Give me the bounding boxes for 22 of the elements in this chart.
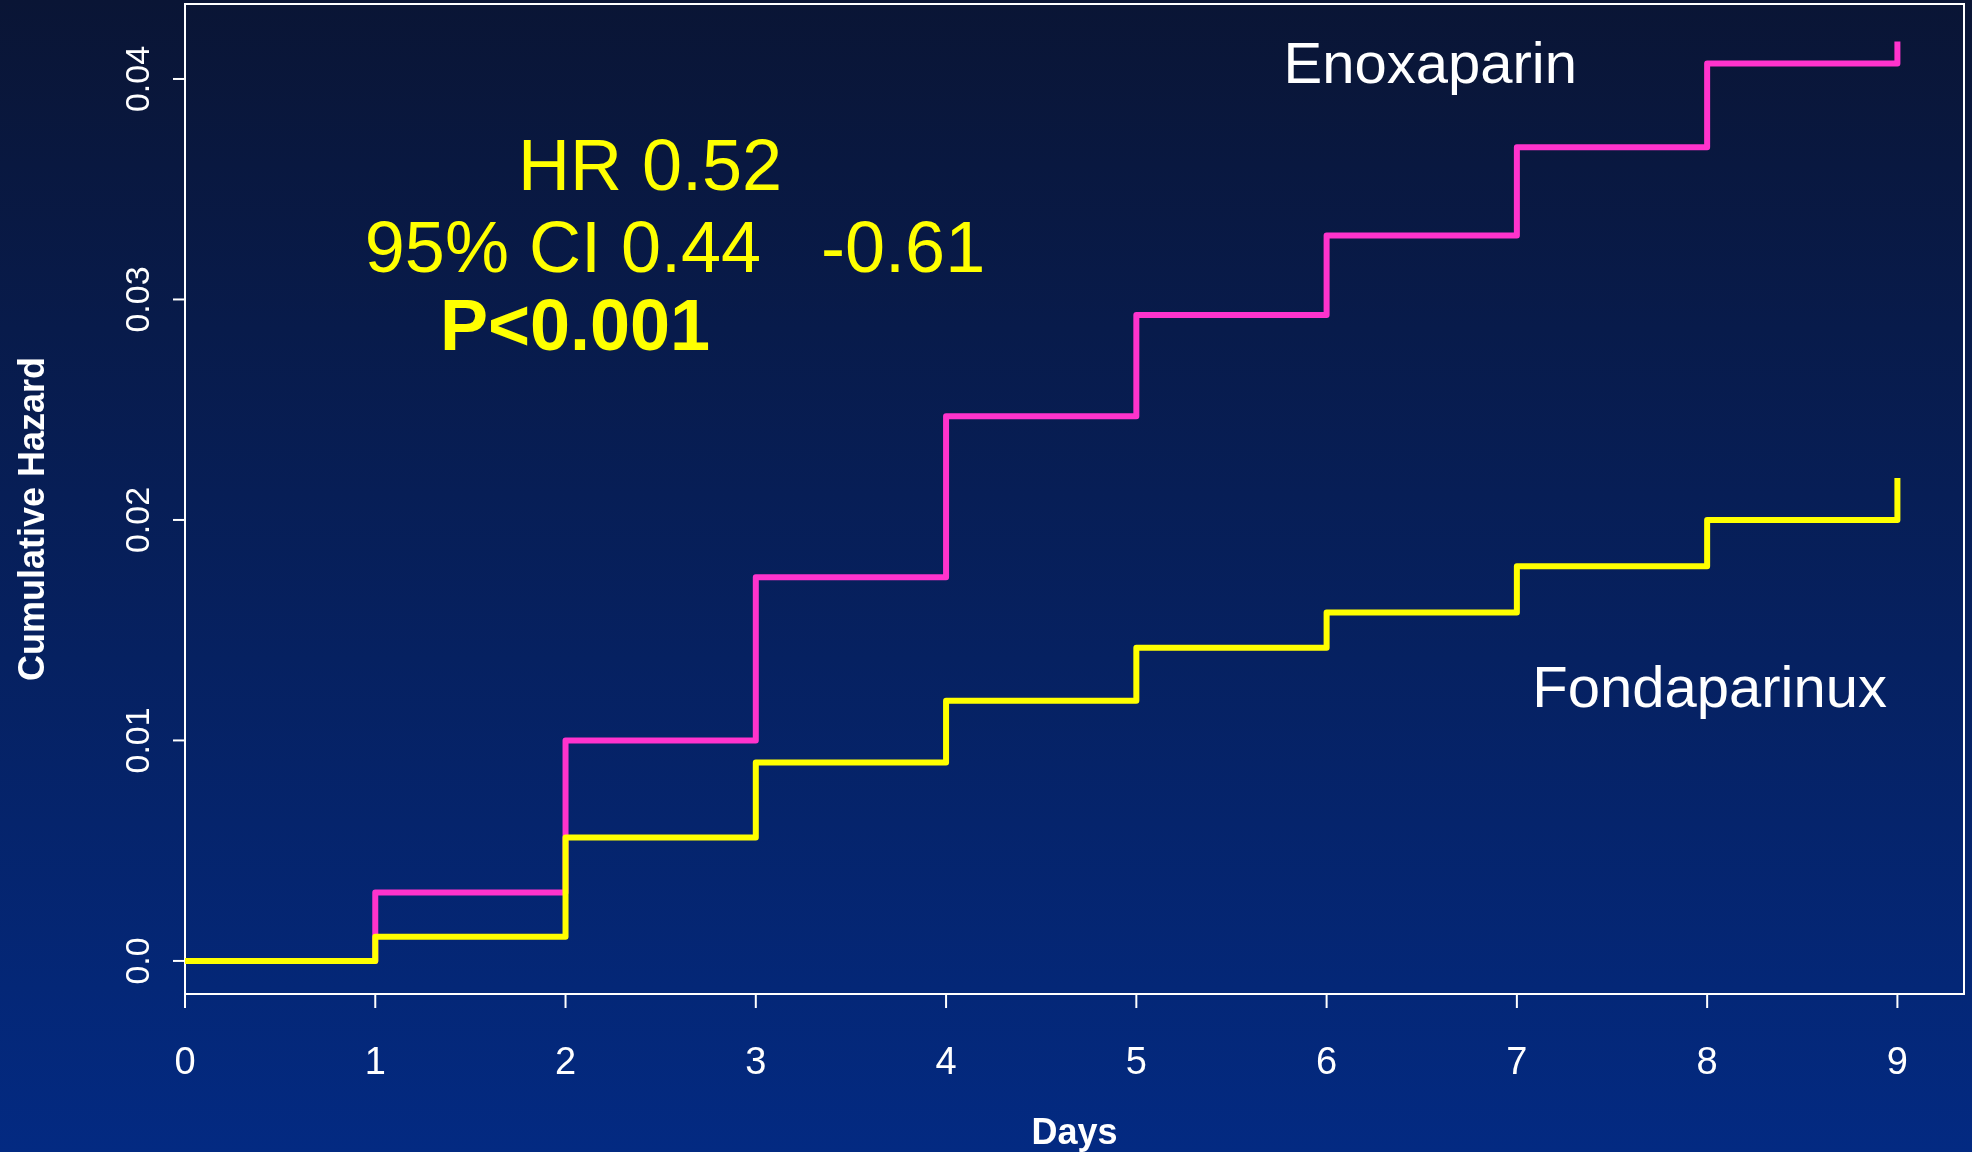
- x-tick-label: 7: [1506, 1040, 1528, 1082]
- y-axis-title: Cumulative Hazard: [11, 356, 52, 682]
- x-tick-label: 3: [745, 1040, 767, 1082]
- x-tick-label: 0: [174, 1040, 196, 1082]
- y-tick-label: 0.02: [117, 486, 156, 554]
- x-tick-label: 9: [1886, 1040, 1908, 1082]
- x-tick-label: 6: [1316, 1040, 1338, 1082]
- series-label: Enoxaparin: [1283, 30, 1578, 96]
- x-tick-label: 2: [554, 1040, 577, 1082]
- y-tick-label: 0.0: [117, 937, 156, 985]
- x-axis-title: Days: [1031, 1111, 1118, 1152]
- annotation: HR 0.52: [517, 125, 783, 205]
- annotation: P<0.001: [439, 285, 711, 365]
- x-tick-label: 1: [364, 1040, 386, 1082]
- x-tick-label: 8: [1696, 1040, 1718, 1082]
- x-tick-label: 5: [1125, 1040, 1147, 1082]
- annotation: 95% CI 0.44 -0.61: [364, 207, 986, 287]
- x-tick-label: 4: [935, 1040, 957, 1082]
- y-tick-label: 0.03: [117, 266, 156, 333]
- y-tick-label: 0.01: [117, 707, 156, 774]
- y-tick-label: 0.04: [117, 45, 156, 113]
- series-label: Fondaparinux: [1532, 654, 1887, 720]
